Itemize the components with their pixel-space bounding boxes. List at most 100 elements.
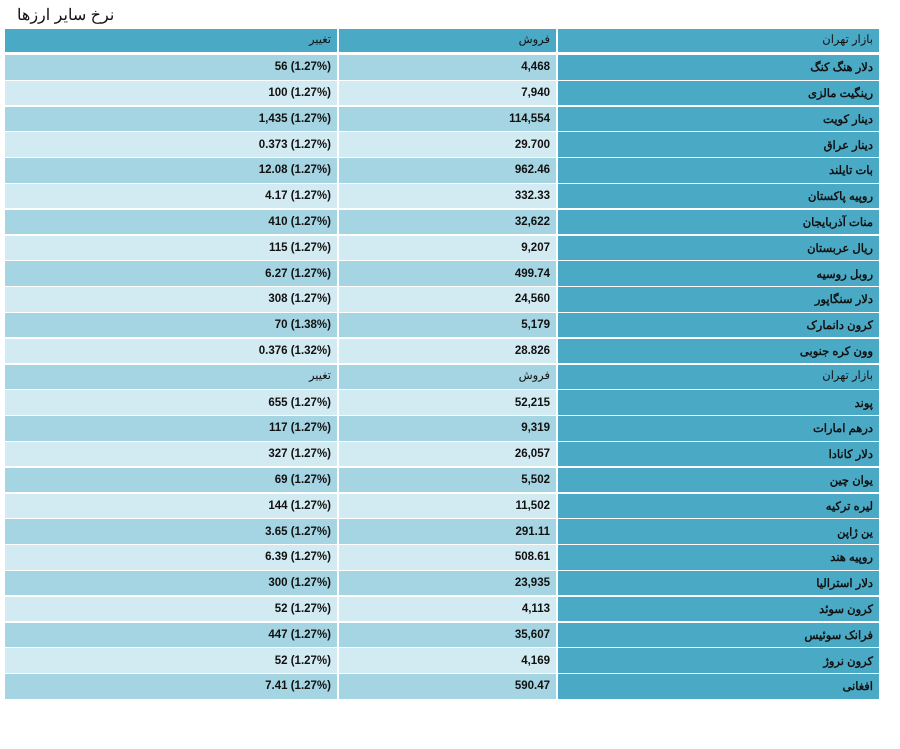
table-row: دینار عراق 29.700 0.373 (1.27%) (5, 132, 879, 157)
change-cell: 115 (1.27%) (5, 235, 337, 261)
change-cell: 56 (1.27%) (5, 55, 337, 80)
sell-price-cell: 35,607 (339, 622, 556, 648)
sell-price-cell: 962.46 (339, 158, 556, 183)
currency-name-cell: دلار سنگاپور (558, 287, 879, 312)
currency-name-cell: ین ژاپن (558, 519, 879, 544)
table-row: دلار سنگاپور 24,560 308 (1.27%) (5, 287, 879, 312)
table-row: یوان چین 5,502 69 (1.27%) (5, 467, 879, 493)
change-cell: 144 (1.27%) (5, 493, 337, 519)
table-row: ریال عربستان 9,207 115 (1.27%) (5, 235, 879, 261)
table-row: افغانی 590.47 7.41 (1.27%) (5, 674, 879, 699)
page-title: نرخ سایر ارزها (17, 7, 115, 24)
table-row: وون کره جنوبی 28.826 0.376 (1.32%) (5, 338, 879, 364)
subheader-sell: فروش (339, 364, 556, 390)
sell-price-cell: 291.11 (339, 519, 556, 544)
table-row: کرون نروژ 4,169 52 (1.27%) (5, 648, 879, 673)
table-row: دلار کانادا 26,057 327 (1.27%) (5, 441, 879, 467)
change-cell: 6.27 (1.27%) (5, 261, 337, 286)
sell-price-cell: 9,319 (339, 416, 556, 441)
currency-name-cell: دلار کانادا (558, 441, 879, 467)
sell-price-cell: 5,502 (339, 467, 556, 493)
change-cell: 12.08 (1.27%) (5, 158, 337, 183)
change-cell: 447 (1.27%) (5, 622, 337, 648)
sell-price-cell: 4,113 (339, 596, 556, 622)
currency-name-cell: منات آذربایجان (558, 209, 879, 235)
currency-name-cell: افغانی (558, 674, 879, 699)
sell-price-cell: 28.826 (339, 338, 556, 364)
currency-name-cell: یوان چین (558, 467, 879, 493)
table-row: لیره ترکیه 11,502 144 (1.27%) (5, 493, 879, 519)
change-cell: 410 (1.27%) (5, 209, 337, 235)
table-row: رینگیت مالزی 7,940 100 (1.27%) (5, 80, 879, 106)
currency-name-cell: دلار استرالیا (558, 570, 879, 596)
sell-price-cell: 508.61 (339, 545, 556, 570)
change-cell: 70 (1.38%) (5, 312, 337, 338)
currency-name-cell: دینار عراق (558, 132, 879, 157)
table-row: دلار هنگ کنگ 4,468 56 (1.27%) (5, 55, 879, 80)
change-cell: 308 (1.27%) (5, 287, 337, 312)
sell-price-cell: 32,622 (339, 209, 556, 235)
sell-price-cell: 7,940 (339, 80, 556, 106)
currency-name-cell: فرانک سوئیس (558, 622, 879, 648)
sell-price-cell: 26,057 (339, 441, 556, 467)
sell-price-cell: 24,560 (339, 287, 556, 312)
table-subheader-row: بازار تهران فروش تغییر (5, 364, 879, 390)
currency-name-cell: کرون نروژ (558, 648, 879, 673)
change-cell: 1,435 (1.27%) (5, 106, 337, 132)
sell-price-cell: 332.33 (339, 183, 556, 209)
table-row: ین ژاپن 291.11 3.65 (1.27%) (5, 519, 879, 544)
currency-name-cell: روپیه هند (558, 545, 879, 570)
table-header-row: بازار تهران فروش تغییر (5, 29, 879, 52)
change-cell: 7.41 (1.27%) (5, 674, 337, 699)
currency-name-cell: روبل روسیه (558, 261, 879, 286)
change-cell: 6.39 (1.27%) (5, 545, 337, 570)
currency-name-cell: رینگیت مالزی (558, 80, 879, 106)
table-row: روبل روسیه 499.74 6.27 (1.27%) (5, 261, 879, 286)
change-cell: 52 (1.27%) (5, 596, 337, 622)
sell-price-cell: 4,468 (339, 55, 556, 80)
table-row: کرون سوئد 4,113 52 (1.27%) (5, 596, 879, 622)
subheader-change: تغییر (5, 364, 337, 390)
subheader-market: بازار تهران (558, 364, 879, 390)
change-cell: 4.17 (1.27%) (5, 183, 337, 209)
sell-price-cell: 29.700 (339, 132, 556, 157)
table-row: روپیه پاکستان 332.33 4.17 (1.27%) (5, 183, 879, 209)
change-cell: 300 (1.27%) (5, 570, 337, 596)
sell-price-cell: 52,215 (339, 390, 556, 415)
table-row: پوند 52,215 655 (1.27%) (5, 390, 879, 415)
header-change: تغییر (5, 29, 337, 52)
currency-name-cell: لیره ترکیه (558, 493, 879, 519)
currency-name-cell: روپیه پاکستان (558, 183, 879, 209)
table-row: فرانک سوئیس 35,607 447 (1.27%) (5, 622, 879, 648)
sell-price-cell: 23,935 (339, 570, 556, 596)
change-cell: 0.373 (1.27%) (5, 132, 337, 157)
currency-name-cell: کرون دانمارک (558, 312, 879, 338)
sell-price-cell: 11,502 (339, 493, 556, 519)
sell-price-cell: 114,554 (339, 106, 556, 132)
table-row: دینار کویت 114,554 1,435 (1.27%) (5, 106, 879, 132)
currency-name-cell: ریال عربستان (558, 235, 879, 261)
currency-name-cell: دلار هنگ کنگ (558, 55, 879, 80)
change-cell: 117 (1.27%) (5, 416, 337, 441)
table-row: روپیه هند 508.61 6.39 (1.27%) (5, 545, 879, 570)
sell-price-cell: 9,207 (339, 235, 556, 261)
change-cell: 0.376 (1.32%) (5, 338, 337, 364)
currency-name-cell: پوند (558, 390, 879, 415)
change-cell: 69 (1.27%) (5, 467, 337, 493)
currency-name-cell: وون کره جنوبی (558, 338, 879, 364)
currency-name-cell: کرون سوئد (558, 596, 879, 622)
currency-rates-table: بازار تهران فروش تغییر دلار هنگ کنگ 4,468… (5, 29, 879, 700)
table-row: درهم امارات 9,319 117 (1.27%) (5, 416, 879, 441)
change-cell: 52 (1.27%) (5, 648, 337, 673)
table-row: کرون دانمارک 5,179 70 (1.38%) (5, 312, 879, 338)
change-cell: 3.65 (1.27%) (5, 519, 337, 544)
currency-name-cell: دینار کویت (558, 106, 879, 132)
currency-name-cell: بات تایلند (558, 158, 879, 183)
sell-price-cell: 590.47 (339, 674, 556, 699)
currency-name-cell: درهم امارات (558, 416, 879, 441)
sell-price-cell: 5,179 (339, 312, 556, 338)
header-market: بازار تهران (558, 29, 879, 52)
sell-price-cell: 499.74 (339, 261, 556, 286)
header-sell: فروش (339, 29, 556, 52)
sell-price-cell: 4,169 (339, 648, 556, 673)
